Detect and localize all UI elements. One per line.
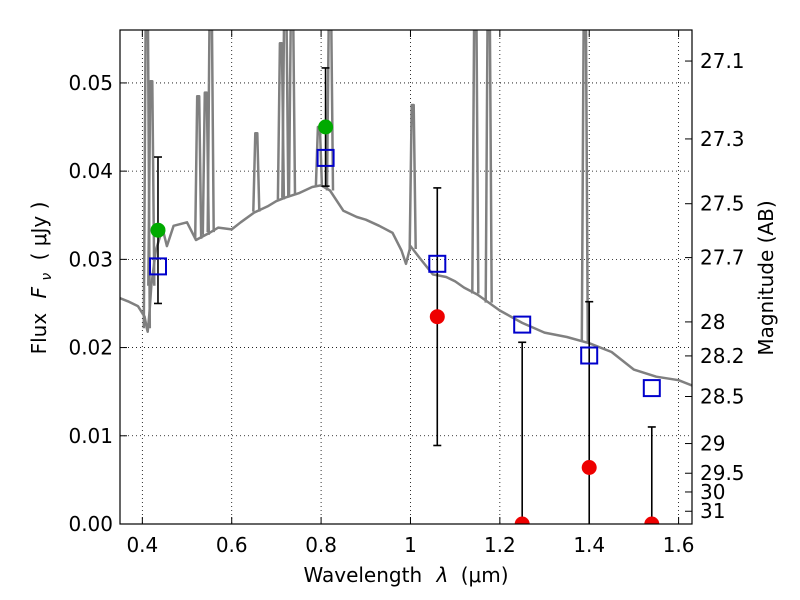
y2-tick-label: 28.2 <box>700 344 745 368</box>
y-tick-label: 0.04 <box>68 159 113 183</box>
emission-line <box>325 30 335 191</box>
emission-line <box>281 30 290 198</box>
y-tick-labels: 0.00 0.01 0.02 0.03 0.04 0.05 <box>68 71 113 536</box>
emission-line <box>287 30 297 196</box>
y-axis-symbol: F <box>27 286 51 298</box>
y-tick-label: 0.05 <box>68 71 113 95</box>
y-tick-label: 0.00 <box>68 512 113 536</box>
model-point <box>642 379 661 398</box>
y2-tick-label: 27.5 <box>700 192 745 216</box>
y-tick-label: 0.02 <box>68 336 113 360</box>
non-detection-point <box>514 516 530 524</box>
y2-tick-label: 27.3 <box>700 127 745 151</box>
y-axis-label: Flux <box>27 313 51 355</box>
tick-layer <box>120 30 692 525</box>
x-tick-label: 1.4 <box>573 533 605 557</box>
y-axis-unit: ( μJy ) <box>27 202 51 261</box>
y2-tick-label: 27.7 <box>700 246 745 270</box>
x-tick-labels: 0.4 0.6 0.8 1 1.2 1.4 1.6 <box>126 533 694 557</box>
x-tick-label: 1 <box>404 533 417 557</box>
y2-tick-label: 31 <box>700 499 725 523</box>
emission-line <box>484 30 493 303</box>
y2-axis-title: Magnitude (AB) <box>754 200 778 355</box>
y2-tick-label: 28 <box>700 310 725 334</box>
model-point <box>513 315 532 334</box>
y-axis-subscript: ν <box>39 273 55 281</box>
plot-frame <box>119 29 693 525</box>
non-detection-point <box>644 516 660 524</box>
model-point <box>580 346 599 365</box>
y2-tick-label: 29.5 <box>700 461 745 485</box>
x-tick-label: 1.2 <box>484 533 516 557</box>
emission-line <box>206 30 215 233</box>
emission-line <box>252 131 261 212</box>
model-point <box>428 254 447 273</box>
y2-tick-label: 30 <box>700 480 725 504</box>
emission-line <box>193 94 203 239</box>
detection-point <box>150 222 166 238</box>
emission-line <box>408 103 417 250</box>
non-detection-point <box>429 309 445 325</box>
x-tick-label: 0.8 <box>305 533 337 557</box>
x-axis-unit: (μm) <box>461 563 509 587</box>
model-point <box>316 148 335 167</box>
y-axis-title: Flux F ν ( μJy ) <box>27 202 56 355</box>
emission-line <box>147 79 156 286</box>
y-tick-label: 0.03 <box>68 247 113 271</box>
non-detection-point <box>581 460 597 475</box>
x-tick-label: 1.6 <box>663 533 695 557</box>
spectrum-layer <box>120 30 692 387</box>
x-axis-symbol: λ <box>436 563 449 587</box>
y2-tick-label: 29 <box>700 432 725 456</box>
emission-line <box>580 30 590 342</box>
y2-tick-label: 28.5 <box>700 384 745 408</box>
x-tick-label: 0.6 <box>216 533 248 557</box>
model-point <box>149 257 167 276</box>
marker-layer <box>149 119 661 524</box>
errorbar-layer <box>153 67 656 524</box>
x-axis-title: Wavelength λ (μm) <box>303 563 508 587</box>
detection-point <box>318 119 334 135</box>
emission-line <box>471 30 480 294</box>
x-axis-label: Wavelength <box>303 563 422 587</box>
spectrum-line <box>120 184 692 387</box>
y2-tick-label: 27.1 <box>700 49 745 73</box>
y-tick-label: 0.01 <box>68 424 113 448</box>
x-tick-label: 0.4 <box>126 533 158 557</box>
